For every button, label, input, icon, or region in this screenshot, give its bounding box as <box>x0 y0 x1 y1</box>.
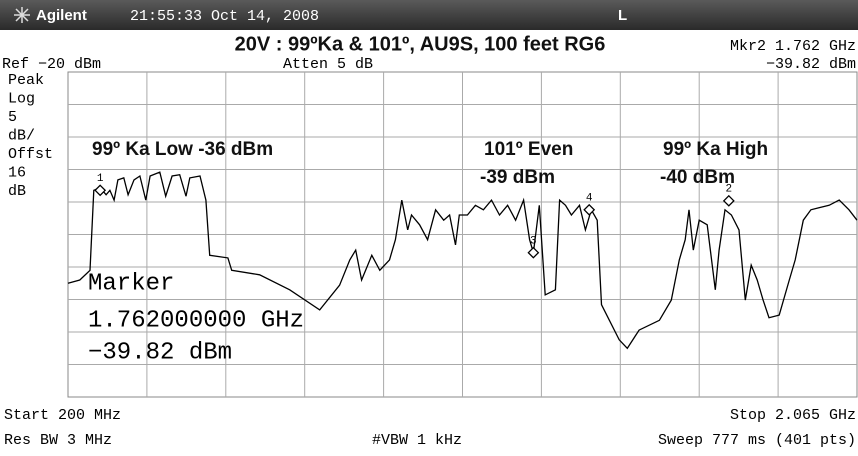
marker <box>583 203 596 216</box>
marker-label: 2 <box>726 184 733 196</box>
vbw: #VBW 1 kHz <box>372 432 462 449</box>
marker <box>722 194 735 207</box>
brand-logo <box>14 7 30 23</box>
stop-freq: Stop 2.065 GHz <box>730 407 856 424</box>
side-label: 5 <box>8 109 17 126</box>
marker-box-line: −39.82 dBm <box>88 339 232 366</box>
res-bw: Res BW 3 MHz <box>4 432 112 449</box>
side-label: Log <box>8 90 35 107</box>
marker-label: 3 <box>530 236 537 248</box>
marker <box>94 184 107 197</box>
graticule <box>67 71 858 398</box>
plot: 1 2 3 4 <box>67 171 858 350</box>
trace <box>67 171 858 350</box>
attenuation: Atten 5 dB <box>283 56 373 73</box>
side-label: dB/ <box>8 127 35 144</box>
annotation: -40 dBm <box>660 167 735 188</box>
marker-readout: Mkr2 1.762 GHz <box>730 38 856 55</box>
side-label: Offst <box>8 146 53 163</box>
ref-level: Ref −20 dBm <box>2 56 101 73</box>
mode: L <box>618 7 627 24</box>
annotation: -39 dBm <box>480 167 555 188</box>
side-label: dB <box>8 183 26 200</box>
header-bar <box>0 0 858 30</box>
start-freq: Start 200 MHz <box>4 407 121 424</box>
timestamp: 21:55:33 Oct 14, 2008 <box>130 8 319 25</box>
side-label: 16 <box>8 164 26 181</box>
marker-box-line: Marker <box>88 270 174 297</box>
marker-label: 4 <box>586 193 593 205</box>
marker-label: 1 <box>97 173 104 185</box>
annotation: 99º Ka High <box>663 139 768 160</box>
sweep: Sweep 777 ms (401 pts) <box>658 432 856 449</box>
annotation: 99º Ka Low -36 dBm <box>92 139 273 160</box>
marker <box>527 246 540 259</box>
annotation: 101º Even <box>484 139 573 160</box>
side-label: Peak <box>8 72 44 89</box>
marker-readout-value: −39.82 dBm <box>766 56 856 73</box>
title: 20V : 99ºKa & 101º, AU9S, 100 feet RG6 <box>235 33 606 55</box>
marker-box-line: 1.762000000 GHz <box>88 307 304 334</box>
brand: Agilent <box>36 7 87 24</box>
